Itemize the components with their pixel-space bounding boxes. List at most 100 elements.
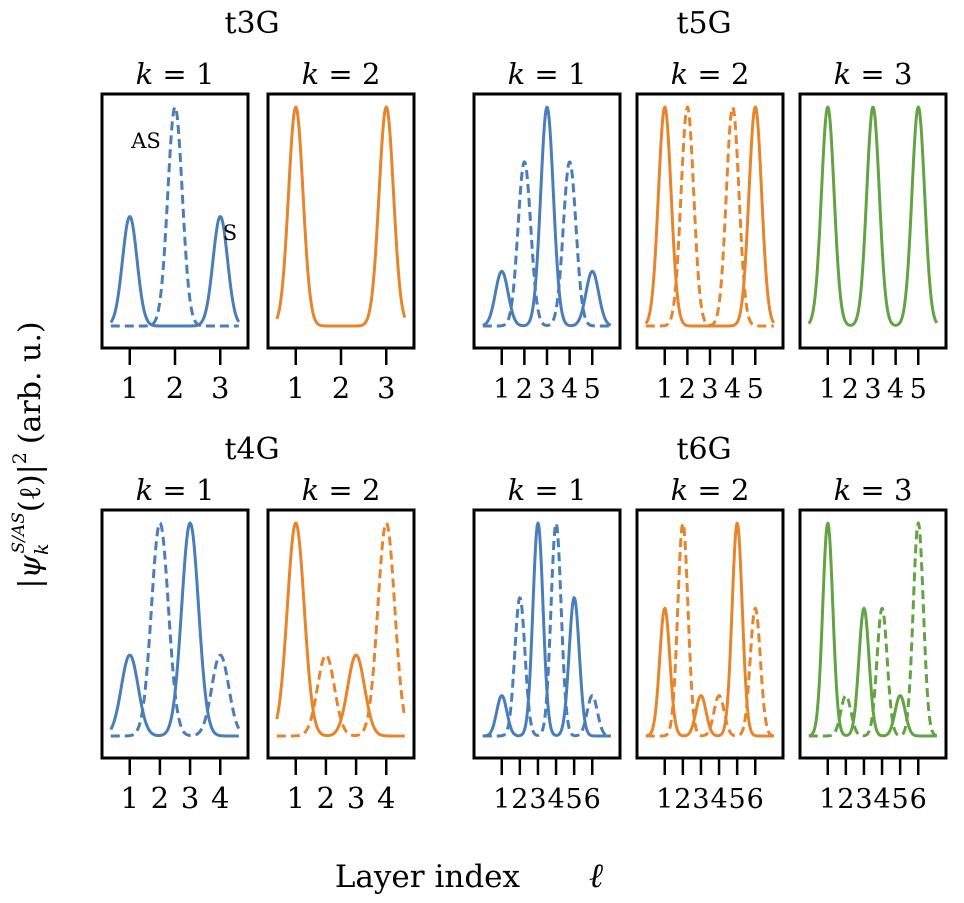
panel-frame-t3G-k1 [100, 92, 250, 350]
curve-t4G-k2-s [275, 521, 406, 738]
y-axis-label-bar-right: | [13, 464, 48, 474]
curve-t3G-k2-s [275, 105, 407, 328]
tick-label-t4G-k1-2: 2 [151, 781, 169, 815]
curve-t5G-k3-s [807, 105, 939, 327]
tick-label-t5G-k1-1: 1 [493, 374, 510, 405]
curve-t5G-k2-as [645, 105, 775, 328]
tick-label-t6G-k3-6: 6 [910, 784, 927, 815]
curve-t6G-k3-as [808, 521, 938, 738]
x-axis-symbol: ℓ [589, 856, 603, 896]
panel-t3G-k1: k = 1 1 2 3 [100, 57, 250, 405]
panel-title-t3G-k1: k = 1 [136, 57, 215, 91]
tick-label-t6G-k1-1: 1 [493, 784, 510, 815]
tick-label-t3G-k1-2: 2 [166, 371, 184, 405]
y-axis-label-sub: k [31, 543, 53, 555]
svg-text:|ψkS/AS(ℓ)|2(arb. u.): |ψkS/AS(ℓ)|2(arb. u.) [9, 321, 53, 588]
group-title-t6G: t6G [676, 432, 731, 467]
tick-label-t5G-k3-1: 1 [819, 374, 836, 405]
tick-label-t5G-k1-5: 5 [584, 374, 601, 405]
curve-t5G-k2-s [644, 105, 776, 328]
curve-t6G-k1-s [482, 521, 612, 738]
panel-title-t5G-k3: k = 3 [834, 57, 913, 91]
panel-frame-t5G-k3 [798, 92, 948, 350]
x-axis-label: Layer index [335, 859, 521, 895]
tick-label-t3G-k2-2: 2 [332, 371, 350, 405]
panel-t6G-k1: k = 1 1 2 3 4 5 6 [472, 473, 622, 815]
curve-t3G-k1-s [109, 215, 241, 328]
y-axis-label-bar-left: | [13, 579, 48, 589]
panel-title-t6G-k1: k = 1 [508, 473, 587, 507]
group-title-t5G: t5G [676, 6, 731, 41]
tick-label-t6G-k2-1: 1 [656, 784, 673, 815]
panel-title-t4G-k1: k = 1 [136, 473, 215, 507]
panel-frame-t5G-k2 [635, 92, 785, 350]
tick-label-t5G-k1-2: 2 [516, 374, 533, 405]
tick-label-t6G-k2-6: 6 [747, 784, 764, 815]
curve-t6G-k2-as [645, 521, 775, 738]
panel-title-t4G-k2: k = 2 [302, 473, 381, 507]
curve-t5G-k1-as [482, 160, 612, 328]
panel-frame-t3G-k2 [266, 92, 416, 350]
tick-label-t6G-k2-4: 4 [710, 784, 727, 815]
tick-label-t6G-k3-4: 4 [873, 784, 890, 815]
tick-label-t4G-k2-3: 3 [347, 781, 365, 815]
panel-t6G-k2: k = 2 1 2 3 4 5 6 [635, 473, 785, 815]
tick-label-t5G-k2-2: 2 [679, 374, 696, 405]
curve-t5G-k1-s [482, 105, 612, 328]
annotation-as: AS [130, 129, 161, 153]
y-axis-label-power: 2 [9, 452, 31, 464]
tick-label-t6G-k1-4: 4 [547, 784, 564, 815]
panel-title-t6G-k2: k = 2 [671, 473, 750, 507]
tick-label-t5G-k2-5: 5 [747, 374, 764, 405]
panel-title-t3G-k2: k = 2 [302, 57, 381, 91]
tick-label-t6G-k1-6: 6 [584, 784, 601, 815]
tick-label-t4G-k1-4: 4 [211, 781, 229, 815]
annotation-s: S [223, 221, 237, 245]
panel-title-t6G-k3: k = 3 [834, 473, 913, 507]
tick-label-t4G-k2-1: 1 [287, 781, 305, 815]
y-axis-label-arg: (ℓ) [13, 474, 48, 512]
tick-label-t5G-k3-3: 3 [864, 374, 881, 405]
panel-title-t5G-k1: k = 1 [508, 57, 587, 91]
tick-label-t3G-k2-1: 1 [287, 371, 305, 405]
tick-label-t5G-k1-3: 3 [538, 374, 555, 405]
tick-label-t3G-k1-3: 3 [211, 371, 229, 405]
panel-frame-t4G-k2 [266, 508, 416, 760]
tick-label-t6G-k2-5: 5 [729, 784, 746, 815]
tick-label-t3G-k1-1: 1 [121, 371, 139, 405]
tick-label-t6G-k3-1: 1 [819, 784, 836, 815]
panel-t5G-k3: k = 3 1 2 3 4 5 [798, 57, 948, 405]
tick-label-t4G-k2-2: 2 [317, 781, 335, 815]
curve-t6G-k1-as [482, 521, 612, 738]
panel-t6G-k3: k = 3 1 2 3 4 5 6 [798, 473, 948, 815]
panel-frame-t6G-k1 [472, 508, 622, 760]
panel-t3G-k2: k = 2 1 2 3 [266, 57, 416, 405]
curve-t4G-k2-as [276, 521, 407, 738]
tick-label-t5G-k1-4: 4 [561, 374, 578, 405]
panel-frame-t5G-k1 [472, 92, 622, 350]
tick-label-t6G-k2-2: 2 [674, 784, 691, 815]
y-axis-label-sup: S/AS [9, 512, 29, 553]
tick-label-t6G-k3-3: 3 [855, 784, 872, 815]
panel-title-t5G-k2: k = 2 [671, 57, 750, 91]
y-axis-label: |ψkS/AS(ℓ)|2(arb. u.) [9, 321, 53, 588]
tick-label-t6G-k3-5: 5 [892, 784, 909, 815]
panel-t5G-k2: k = 2 1 2 3 4 5 [635, 57, 785, 405]
group-title-t3G: t3G [224, 6, 279, 41]
tick-label-t4G-k1-3: 3 [181, 781, 199, 815]
tick-label-t5G-k2-1: 1 [656, 374, 673, 405]
curve-t3G-k1-as [110, 105, 240, 328]
panel-t4G-k1: k = 1 1 2 3 4 [100, 473, 250, 815]
tick-label-t6G-k2-3: 3 [692, 784, 709, 815]
tick-label-t3G-k2-3: 3 [377, 371, 395, 405]
tick-label-t6G-k1-2: 2 [511, 784, 528, 815]
tick-label-t6G-k3-2: 2 [837, 784, 854, 815]
panel-t4G-k2: k = 2 1 2 3 4 [266, 473, 416, 815]
tick-label-t5G-k3-2: 2 [842, 374, 859, 405]
y-axis-label-units: (arb. u.) [13, 321, 48, 444]
panel-t5G-k1: k = 1 1 2 3 4 5 [472, 57, 622, 405]
panel-frame-t6G-k3 [798, 508, 948, 760]
tick-label-t5G-k3-5: 5 [910, 374, 927, 405]
panels-layer: k = 11 2 3k = 21 2 3k = 11 2 3 4 5k = 21 2 3 4 5k = … [100, 57, 948, 815]
